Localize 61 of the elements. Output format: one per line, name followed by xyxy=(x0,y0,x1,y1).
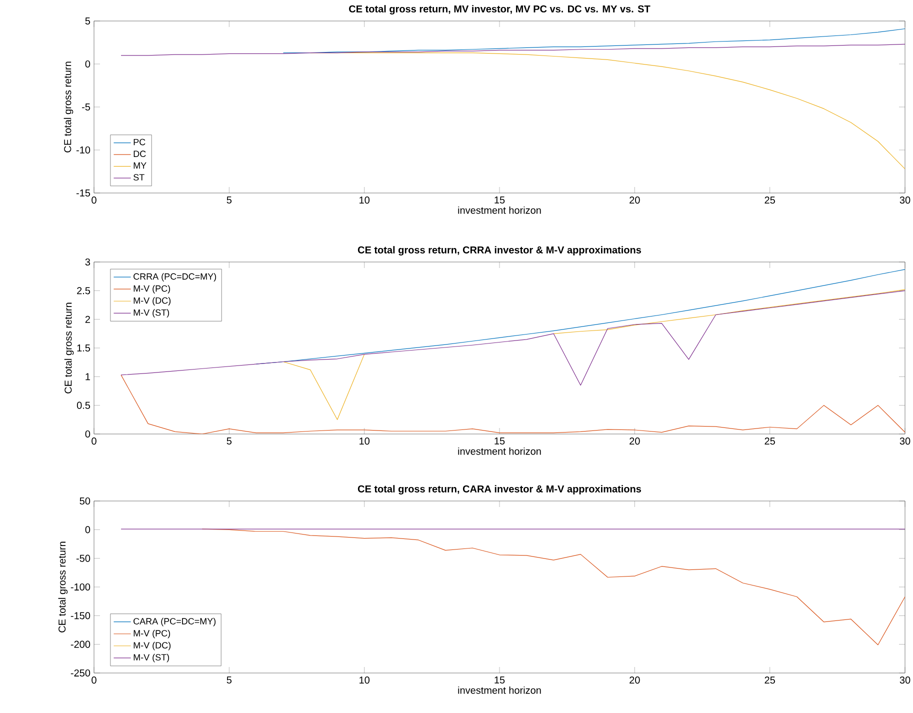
legend-label: M-V (ST) xyxy=(134,309,170,318)
y-axis-title: CE total gross return xyxy=(64,62,74,152)
legend-label: M-V (DC) xyxy=(134,297,171,306)
y-tick-label: 1.5 xyxy=(77,344,90,352)
x-tick-label: 0 xyxy=(92,438,96,445)
x-tick-label: 0 xyxy=(92,676,96,684)
x-tick-label: 20 xyxy=(630,438,640,445)
x-tick-label: 30 xyxy=(900,438,910,445)
x-tick-label: 25 xyxy=(764,196,775,204)
x-tick-label: 10 xyxy=(360,196,370,204)
y-tick-label: 2.5 xyxy=(77,287,90,294)
y-tick-label: 0 xyxy=(85,60,90,68)
y-tick-label: -150 xyxy=(70,612,90,620)
x-tick-label: 15 xyxy=(494,438,505,444)
x-tick-label: 5 xyxy=(226,438,232,444)
x-tick-label: 0 xyxy=(92,196,96,204)
x-axis-title: investment horizon xyxy=(458,206,541,214)
chart-title: CE total gross return, CRRA investor & M-V approximations xyxy=(358,246,642,256)
y-tick-label: 0.5 xyxy=(76,402,90,409)
chart-title: CE total gross return, MV investor, MV PC vs. DC vs. MY vs. ST xyxy=(349,5,650,14)
x-tick-label: 5 xyxy=(226,196,232,204)
x-tick-label: 15 xyxy=(494,676,505,684)
legend-label: M-V (ST) xyxy=(134,654,170,662)
y-tick-label: -100 xyxy=(70,583,90,591)
x-tick-label: 10 xyxy=(360,676,370,684)
x-axis-title: investment horizon xyxy=(458,686,541,694)
y-tick-label: -15 xyxy=(76,190,90,196)
chart-title: CE total gross return, CARA investor & M-V approximations xyxy=(358,485,642,494)
y-tick-label: -10 xyxy=(76,146,90,154)
legend-label: M-V (PC) xyxy=(134,630,170,638)
y-tick-label: 50 xyxy=(80,497,90,505)
x-tick-label: 30 xyxy=(900,196,910,204)
legend-label: M-V (PC) xyxy=(134,285,170,294)
x-tick-label: 25 xyxy=(764,438,775,445)
x-tick-label: 20 xyxy=(630,676,640,684)
legend-label: M-V (DC) xyxy=(134,642,171,650)
x-tick-label: 30 xyxy=(900,676,910,684)
legend-label: PC xyxy=(134,138,146,146)
y-tick-label: 2 xyxy=(85,316,90,323)
y-tick-label: -5 xyxy=(82,104,90,110)
y-tick-label: -50 xyxy=(76,554,90,562)
x-tick-label: 25 xyxy=(764,676,775,684)
legend-label: ST xyxy=(134,174,144,181)
y-tick-label: 5 xyxy=(85,18,90,24)
x-tick-label: 15 xyxy=(494,196,505,204)
x-tick-label: 5 xyxy=(226,676,232,684)
y-tick-label: -200 xyxy=(70,640,90,648)
y-tick-label: 3 xyxy=(85,258,90,266)
y-tick-label: 0 xyxy=(85,430,90,438)
y-axis-title: CE total gross return xyxy=(64,302,74,394)
legend-label: CRRA (PC=DC=MY) xyxy=(134,273,216,282)
y-tick-label: 0 xyxy=(85,526,90,534)
y-tick-label: -250 xyxy=(70,669,90,677)
legend-label: MY xyxy=(134,162,146,169)
x-tick-label: 10 xyxy=(360,438,370,445)
y-axis-title: CE total gross return xyxy=(58,542,68,632)
legend-label: DC xyxy=(134,150,146,158)
legend-label: CARA (PC=DC=MY) xyxy=(134,618,216,626)
x-tick-label: 20 xyxy=(630,196,640,204)
y-tick-label: 1 xyxy=(86,373,90,380)
x-axis-title: investment horizon xyxy=(458,447,541,455)
